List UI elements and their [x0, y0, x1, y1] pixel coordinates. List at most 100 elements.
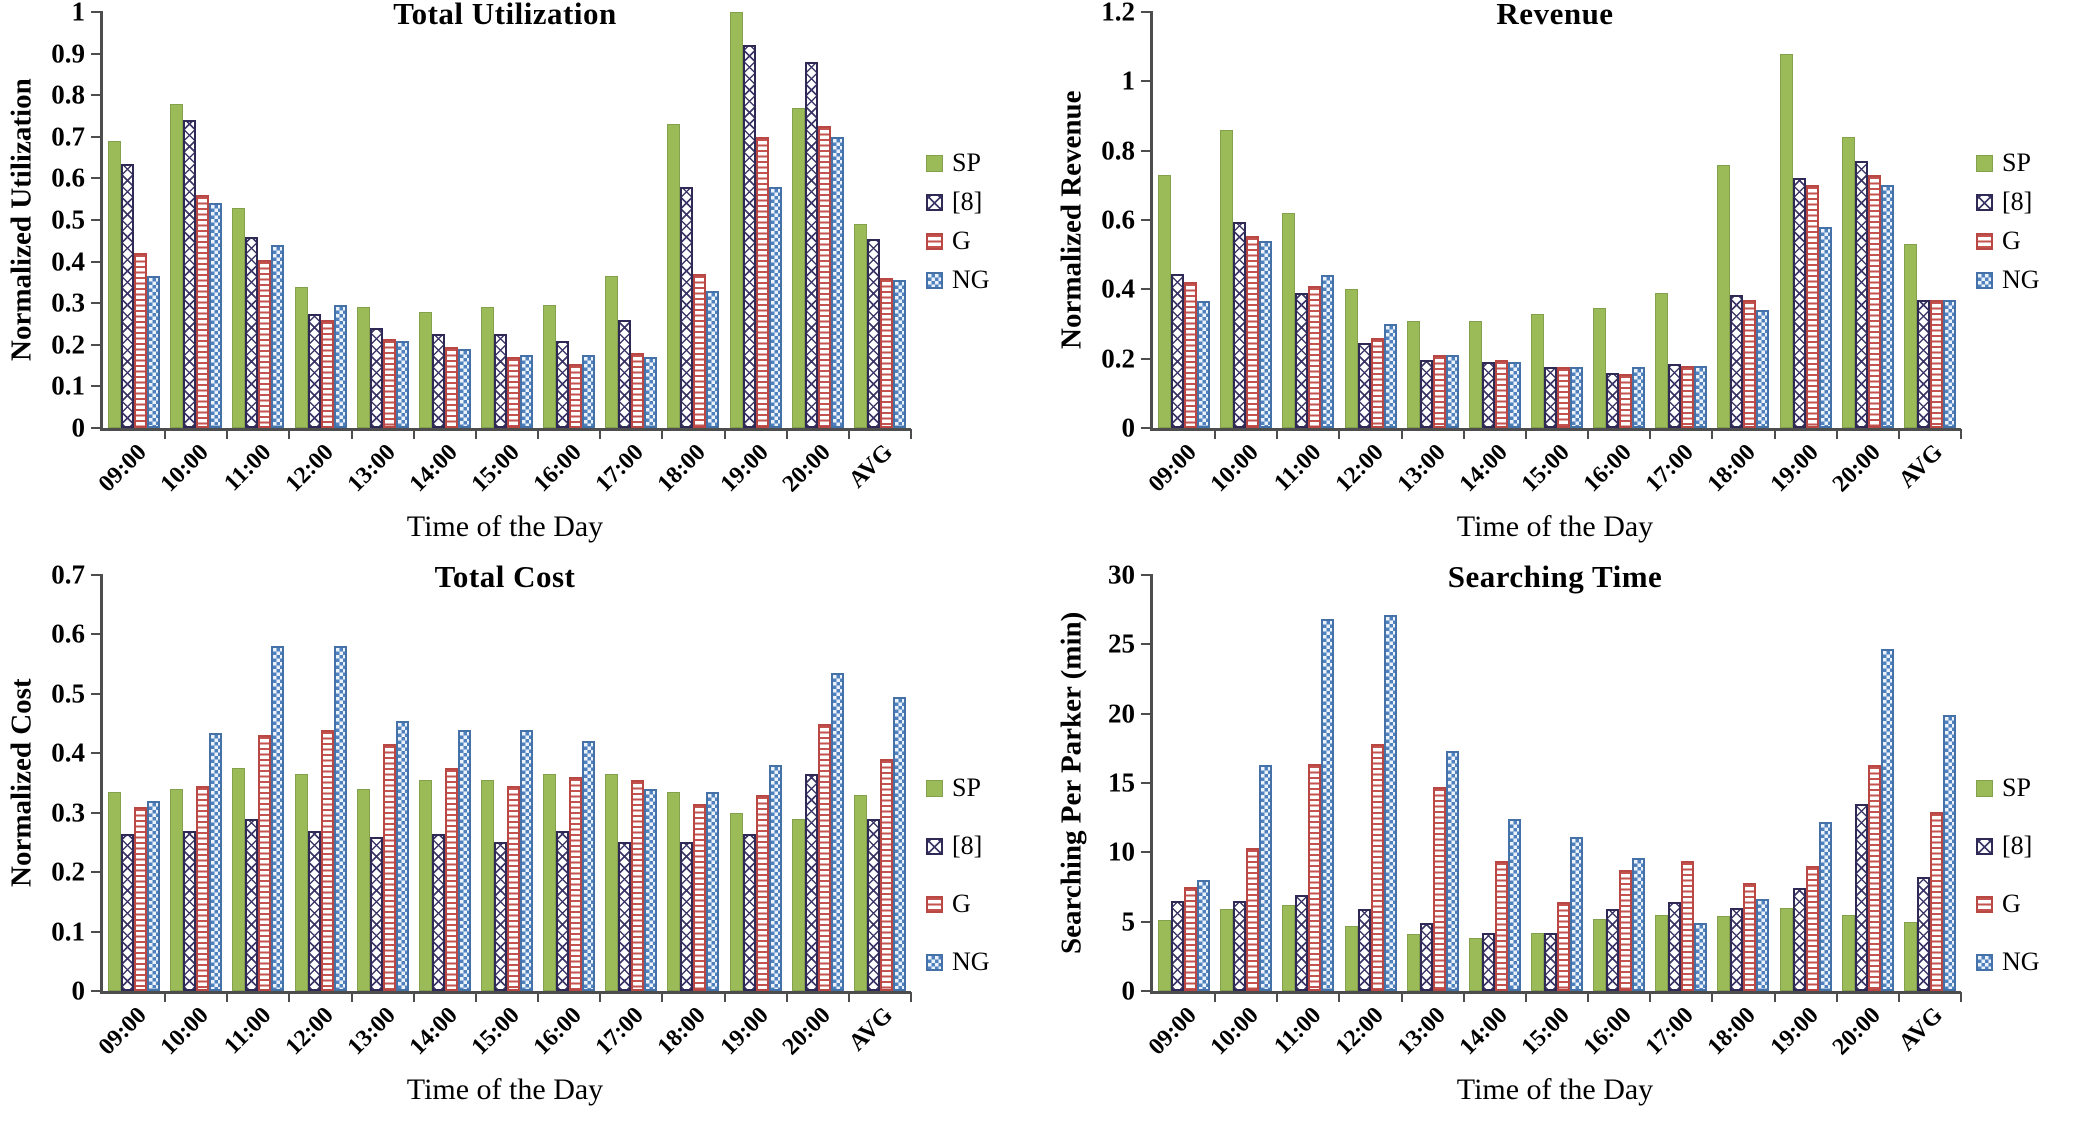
y-axis-title: Normalized Cost	[5, 678, 38, 888]
y-tick-label: 0.6	[51, 618, 85, 649]
bar-[8]-18:00	[680, 842, 694, 991]
y-tick-mark	[1141, 149, 1153, 152]
bar-SP-13:00	[1406, 320, 1420, 428]
legend-label: NG	[2002, 947, 2040, 976]
y-tick-label: 0.6	[1101, 204, 1135, 235]
category-group-14:00: 14:00	[1455, 12, 1528, 497]
bar-SP-15:00	[1531, 932, 1545, 991]
y-tick-label: 5	[1121, 906, 1136, 937]
bar-[8]-18:00	[1730, 907, 1744, 991]
legend-item-[8]: [8]	[1976, 833, 2098, 859]
bar-SP-18:00	[1717, 164, 1731, 428]
bar-G-10:00	[196, 785, 210, 991]
y-tick-mark	[1141, 357, 1153, 360]
category-group-AVG: AVG	[844, 575, 913, 1056]
legend-swatch-sp-icon	[926, 154, 943, 172]
y-tick-mark	[1141, 920, 1153, 923]
bar-[8]-19:00	[742, 833, 756, 991]
x-tick-label: 18:00	[653, 439, 712, 498]
y-tick-label: 10	[1108, 836, 1135, 867]
legend-swatch-g-icon	[926, 895, 943, 913]
category-group-15:00: 15:00	[1517, 575, 1590, 1060]
bar-NG-09:00	[1197, 301, 1211, 428]
bar-[8]-17:00	[618, 842, 632, 991]
bar-NG-17:00	[1694, 365, 1708, 428]
y-tick-mark	[91, 52, 103, 55]
y-tick-label: 0.4	[51, 737, 85, 768]
x-tick-label: AVG	[843, 439, 898, 494]
bar-[8]-17:00	[1668, 902, 1682, 991]
x-tick-label: 13:00	[342, 1002, 401, 1061]
y-tick-label: 0.6	[51, 162, 85, 193]
bar-NG-20:00	[1880, 185, 1894, 428]
bar-SP-13:00	[356, 307, 370, 428]
y-tick-mark	[91, 930, 103, 933]
bar-[8]-10:00	[1233, 900, 1247, 991]
y-tick-mark	[1141, 219, 1153, 221]
x-tick-label: 16:00	[528, 1002, 587, 1061]
bar-[8]-16:00	[1606, 372, 1620, 428]
category-group-13:00: 13:00	[342, 12, 415, 497]
bar-[8]-19:00	[1792, 888, 1806, 991]
bar-NG-15:00	[520, 729, 534, 991]
bar-SP-20:00	[791, 818, 805, 991]
x-tick-label: 09:00	[1143, 439, 1202, 498]
bar-SP-16:00	[543, 774, 557, 991]
bar-[8]-12:00	[307, 830, 321, 991]
x-tick-label: 17:00	[591, 439, 650, 498]
bar-SP-AVG	[1903, 244, 1917, 428]
x-tick-label: 17:00	[591, 1002, 650, 1061]
category-group-16:00: 16:00	[529, 575, 602, 1060]
bar-G-14:00	[1494, 860, 1508, 991]
bar-[8]-16:00	[556, 340, 570, 428]
y-tick-label: 0.3	[51, 287, 85, 318]
bar-SP-19:00	[729, 12, 743, 428]
legend-item-G: G	[1976, 228, 2098, 254]
bar-[8]-17:00	[1668, 363, 1682, 428]
bar-G-17:00	[1681, 365, 1695, 428]
bar-SP-AVG	[853, 794, 867, 991]
bar-NG-10:00	[209, 732, 223, 991]
y-tick-mark	[91, 343, 103, 346]
y-tick-label: 0.2	[1101, 343, 1135, 374]
x-tick-label: 15:00	[1516, 439, 1575, 498]
x-tick-label: 13:00	[1392, 439, 1451, 498]
category-group-13:00: 13:00	[342, 575, 415, 1060]
bar-G-AVG	[879, 278, 893, 428]
bar-[8]-20:00	[1854, 803, 1868, 991]
bar-G-19:00	[1805, 866, 1819, 991]
bar-[8]-11:00	[245, 236, 259, 428]
category-group-19:00: 19:00	[1765, 12, 1838, 497]
x-tick-label: 15:00	[1516, 1002, 1575, 1061]
x-tick-label: 16:00	[528, 439, 587, 498]
bar-G-18:00	[693, 274, 707, 428]
bar-NG-16:00	[1632, 367, 1646, 428]
legend-label: SP	[952, 148, 981, 177]
bar-[8]-12:00	[307, 313, 321, 428]
legend: SP [8] G NG	[1976, 150, 2098, 293]
bar-G-12:00	[1370, 337, 1384, 428]
bar-SP-10:00	[1220, 129, 1234, 428]
category-group-09:00: 09:00	[1144, 12, 1217, 497]
bar-SP-13:00	[1406, 934, 1420, 991]
legend-swatch-g-icon	[1976, 232, 1993, 250]
x-tick-label: 19:00	[715, 439, 774, 498]
bar-[8]-14:00	[1481, 932, 1495, 991]
x-axis-title: Time of the Day	[1456, 1073, 1654, 1106]
y-tick-mark	[91, 177, 103, 180]
y-tick-mark	[91, 811, 103, 814]
bar-G-14:00	[444, 768, 458, 991]
bar-SP-17:00	[1655, 292, 1669, 428]
bar-NG-12:00	[333, 305, 347, 428]
x-tick-label: 12:00	[1330, 1002, 1389, 1061]
legend-label: NG	[2002, 265, 2040, 294]
bar-G-10:00	[196, 195, 210, 428]
chart-title: Total Cost	[434, 559, 576, 594]
y-tick-label: 0.1	[51, 916, 85, 947]
legend-item-SP: SP	[926, 150, 1048, 176]
category-group-18:00: 18:00	[1703, 12, 1776, 497]
category-group-AVG: AVG	[844, 12, 913, 493]
bar-SP-AVG	[1903, 921, 1917, 991]
bar-[8]-19:00	[1792, 178, 1806, 428]
bar-SP-09:00	[108, 791, 122, 991]
